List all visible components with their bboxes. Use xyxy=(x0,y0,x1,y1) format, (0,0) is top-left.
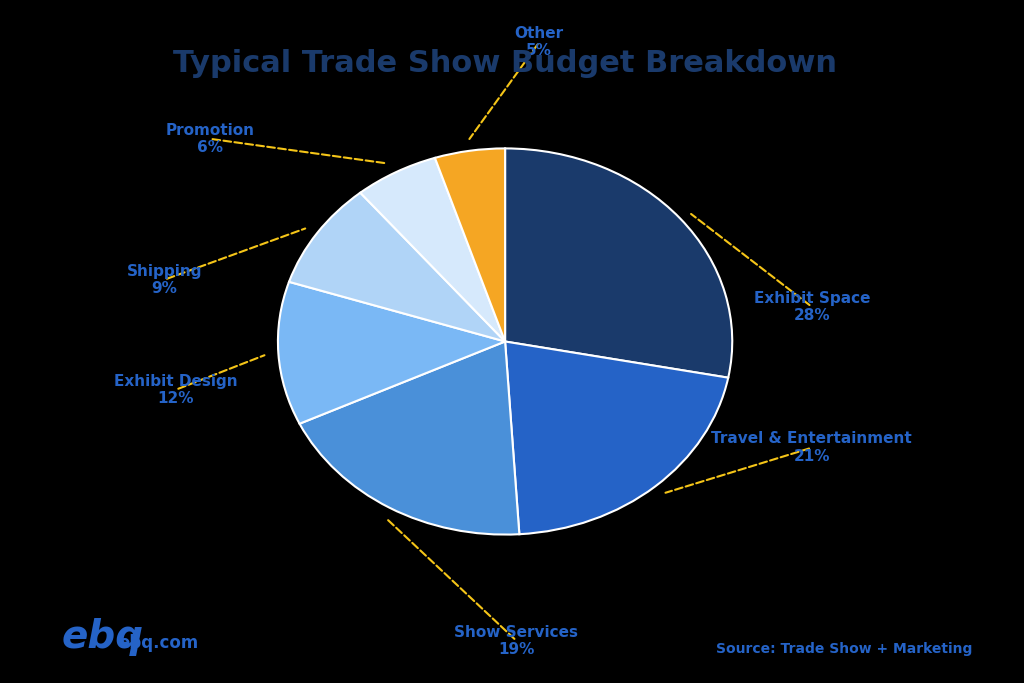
Text: Exhibit Space
28%: Exhibit Space 28% xyxy=(754,290,870,323)
Wedge shape xyxy=(435,148,505,342)
Text: Show Services
19%: Show Services 19% xyxy=(455,624,579,657)
Title: Typical Trade Show Budget Breakdown: Typical Trade Show Budget Breakdown xyxy=(173,49,837,79)
Wedge shape xyxy=(278,282,505,423)
Wedge shape xyxy=(300,342,519,535)
Text: Travel & Entertainment
21%: Travel & Entertainment 21% xyxy=(712,432,912,464)
Wedge shape xyxy=(289,193,505,342)
Text: Shipping
9%: Shipping 9% xyxy=(127,264,202,296)
Wedge shape xyxy=(360,158,505,342)
Text: Other
5%: Other 5% xyxy=(515,26,564,59)
Wedge shape xyxy=(505,148,732,378)
Text: Promotion
6%: Promotion 6% xyxy=(165,122,254,155)
Text: Source: Trade Show + Marketing: Source: Trade Show + Marketing xyxy=(717,642,973,656)
Wedge shape xyxy=(505,342,728,534)
Text: ebq.com: ebq.com xyxy=(118,635,198,652)
Text: ebq: ebq xyxy=(61,617,143,656)
Text: Exhibit Design
12%: Exhibit Design 12% xyxy=(114,374,238,406)
